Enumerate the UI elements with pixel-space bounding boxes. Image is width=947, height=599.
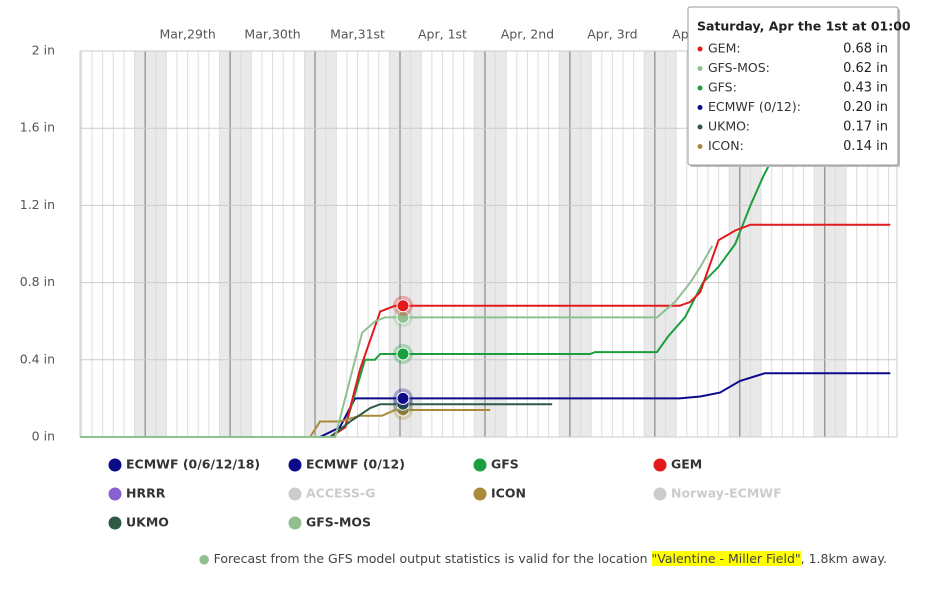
y-tick-label: 1.6 in [20, 120, 55, 135]
night-band [219, 51, 252, 437]
legend-label: HRRR [126, 486, 166, 501]
tooltip-value: 0.14 in [843, 139, 888, 154]
tooltip-value: 0.43 in [843, 81, 888, 96]
tooltip-dot [697, 85, 703, 91]
footnote-suffix: , 1.8km away. [800, 551, 887, 566]
legend-label: GFS [491, 457, 519, 472]
tooltip-name: GFS: [708, 80, 737, 95]
footnote-highlight: "Valentine - Miller Field" [651, 551, 801, 566]
legend-label: ECMWF (0/6/12/18) [126, 457, 260, 472]
legend-label: Norway-ECMWF [671, 486, 782, 501]
x-tick-label: Apr, 2nd [501, 27, 554, 42]
tooltip-title: Saturday, Apr the 1st at 01:00 [697, 19, 911, 34]
tooltip-name: ICON: [708, 138, 744, 153]
tooltip-dot [697, 144, 703, 149]
night-band [559, 51, 592, 437]
tooltip-dot [697, 124, 703, 130]
series-line [80, 223, 891, 438]
legend-swatch [108, 458, 122, 472]
y-tick-label: 0 in [32, 429, 55, 444]
legend-label: ICON [491, 486, 526, 501]
hover-marker [396, 299, 410, 313]
y-tick-label: 0.8 in [20, 274, 55, 289]
legend-label: ECMWF (0/12) [306, 457, 405, 472]
tooltip-box [687, 6, 899, 166]
night-band [389, 51, 422, 437]
tooltip-value: 0.68 in [843, 42, 888, 57]
y-tick-label: 2 in [32, 43, 55, 58]
series-line [80, 245, 714, 438]
x-tick-label: Mar,31st [330, 27, 385, 42]
tooltip-name: ECMWF (0/12): [708, 99, 801, 114]
tooltip-name: GEM: [708, 41, 741, 56]
night-band [80, 51, 82, 437]
x-tick-label: Mar,30th [244, 27, 300, 42]
x-tick-label: Apr, 3rd [587, 27, 637, 42]
legend-swatch [288, 487, 302, 501]
series-line [80, 164, 771, 438]
night-band [304, 51, 337, 437]
legend-swatch [653, 487, 667, 501]
night-band [134, 51, 167, 437]
legend-label: ACCESS-G [306, 486, 375, 501]
legend-swatch [473, 458, 487, 472]
legend-label: UKMO [126, 515, 169, 530]
footnote: ● Forecast from the GFS model output sta… [199, 551, 887, 566]
chart: 0 in 0.4 in 0.8 in 1.2 in 1.6 in 2 in Mar,29th… [20, 6, 911, 530]
plot-border [79, 50, 898, 438]
footnote-text: Forecast from the GFS model output stati… [213, 551, 652, 566]
tooltip-dot [697, 46, 703, 52]
legend-label: GFS-MOS [306, 515, 371, 530]
night-band [474, 51, 507, 437]
x-tick-label: Apr, 1st [418, 27, 467, 42]
tooltip-name: GFS-MOS: [708, 60, 770, 75]
legend-swatch [288, 458, 302, 472]
night-band [644, 51, 677, 437]
footnote-dot: ● [198, 551, 214, 566]
legend-swatch [108, 487, 122, 501]
legend-swatch [288, 516, 302, 530]
hover-marker [396, 391, 410, 405]
x-tick-label: Mar,29th [159, 27, 215, 42]
y-tick-label: 0.4 in [20, 351, 55, 366]
legend-swatch [473, 487, 487, 501]
tooltip-value: 0.17 in [843, 120, 888, 135]
tooltip-name: UKMO: [708, 119, 750, 134]
legend-swatch [653, 458, 667, 472]
y-tick-label: 1.2 in [20, 197, 55, 212]
tooltip: Saturday, Apr the 1st at 01:00 GEM: 0.68 i… [687, 6, 911, 167]
legend-label: GEM [671, 457, 702, 472]
tooltip-dot [697, 66, 703, 71]
tooltip-value: 0.62 in [843, 61, 888, 76]
tooltip-value: 0.20 in [843, 100, 888, 115]
tooltip-dot [697, 105, 703, 110]
series-line [80, 372, 891, 438]
series-line [80, 408, 491, 438]
hover-marker [396, 347, 410, 361]
legend-swatch [108, 516, 122, 530]
